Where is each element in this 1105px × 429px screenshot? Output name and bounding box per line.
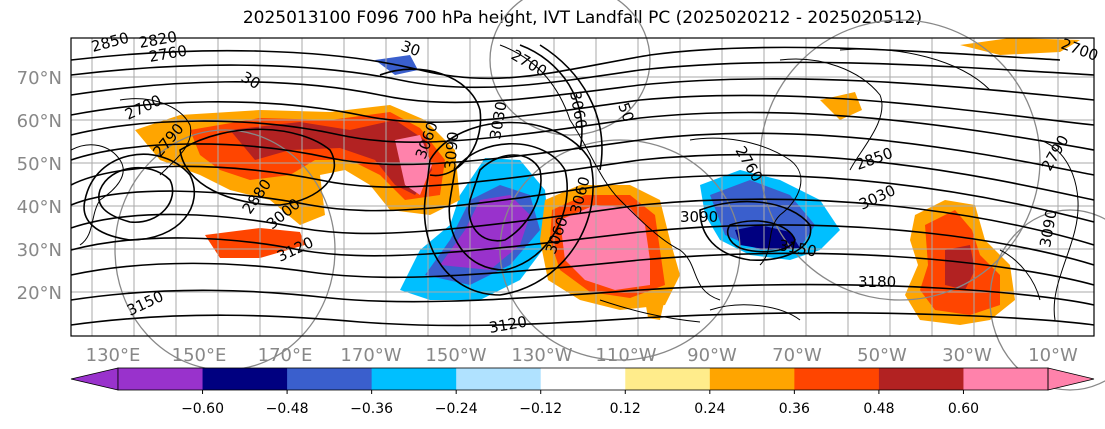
contour-label: 3180 [858, 273, 896, 291]
colorbar-bin [540, 368, 626, 390]
map-frame [70, 37, 1095, 337]
coastlines [70, 44, 1079, 323]
colorbar-tick-label: 0.48 [863, 401, 894, 417]
colorbar-bin [118, 368, 204, 390]
lat-label: 30°N [17, 240, 62, 261]
lon-label: 130°W [511, 345, 572, 366]
colorbar: −0.60 −0.48 −0.36 −0.24 −0.12 0.12 0.24 0.36 0.4… [70, 367, 1095, 417]
colorbar-tick-label: −0.60 [181, 401, 224, 417]
colorbar-extend-low [70, 367, 119, 391]
colorbar-tick-label: −0.36 [350, 401, 393, 417]
lon-label: 10°W [1028, 345, 1078, 366]
lat-label: 20°N [17, 283, 62, 304]
map-title: 2025013100 F096 700 hPa height, IVT Land… [242, 8, 923, 28]
colorbar-bin [709, 368, 795, 390]
contour-label: 3090 [680, 208, 718, 226]
lat-label: 50°N [17, 154, 62, 175]
contour-label: 3090 [441, 131, 462, 171]
colorbar-tick-label: 0.12 [610, 401, 641, 417]
colorbar-tick-label: −0.24 [435, 401, 478, 417]
lon-label: 70°W [772, 345, 822, 366]
colorbar-tick-label: 0.36 [779, 401, 810, 417]
latitude-labels: 70°N 60°N 50°N 40°N 30°N 20°N [17, 68, 62, 304]
colorbar-tick-label: −0.48 [266, 401, 309, 417]
colorbar-extend-high [1047, 367, 1095, 391]
lon-label: 30°W [942, 345, 992, 366]
contour-label: 30 [399, 37, 423, 60]
colorbar-bin [963, 368, 1049, 390]
colorbar-bin [287, 368, 373, 390]
colorbar-bin [878, 368, 964, 390]
lon-label: 170°E [258, 345, 313, 366]
colorbar-bin [371, 368, 457, 390]
colorbar-bin [625, 368, 711, 390]
contour-label: 50 [614, 100, 637, 124]
lon-label: 110°W [595, 345, 656, 366]
longitude-labels: 130°E 150°E 170°E 170°W 150°W 130°W 110°… [86, 345, 1078, 366]
lon-label: 170°W [340, 345, 401, 366]
lon-label: 150°W [425, 345, 486, 366]
lon-label: 130°E [86, 345, 141, 366]
lat-label: 40°N [17, 197, 62, 218]
colorbar-tick-label: −0.12 [519, 401, 562, 417]
lon-label: 150°E [172, 345, 227, 366]
colorbar-bin [202, 368, 288, 390]
colorbar-bin [794, 368, 880, 390]
lat-lon-grid [71, 38, 1094, 336]
lat-label: 70°N [17, 68, 62, 89]
colorbar-tick-label: 0.24 [694, 401, 725, 417]
colorbar-tick-label: 0.60 [948, 401, 979, 417]
lon-label: 90°W [687, 345, 737, 366]
colorbar-bin [456, 368, 542, 390]
colorbar-border [117, 367, 1049, 391]
lon-label: 50°W [857, 345, 907, 366]
lat-label: 60°N [17, 111, 62, 132]
